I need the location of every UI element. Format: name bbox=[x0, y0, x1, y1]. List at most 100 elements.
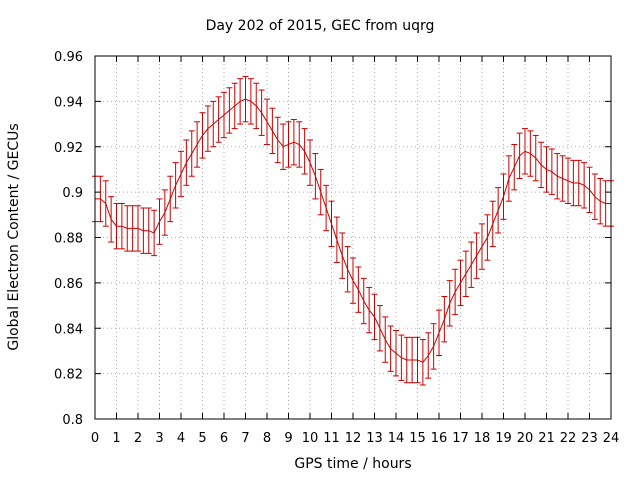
error-bar bbox=[516, 132, 523, 180]
error-bar bbox=[468, 241, 475, 288]
error-bar bbox=[161, 189, 168, 236]
y-tick-label: 0.84 bbox=[54, 322, 83, 337]
grid-lines bbox=[95, 56, 611, 419]
error-bar bbox=[419, 339, 426, 386]
error-bar bbox=[382, 316, 389, 363]
error-bar bbox=[194, 121, 201, 168]
x-tick-label: 10 bbox=[302, 431, 319, 446]
error-bar bbox=[183, 139, 190, 186]
error-bar bbox=[124, 205, 131, 252]
x-tick-label: 2 bbox=[134, 431, 142, 446]
x-tick-label: 1 bbox=[112, 431, 120, 446]
error-bar bbox=[548, 148, 555, 195]
error-bar bbox=[296, 121, 303, 168]
error-bar bbox=[210, 100, 217, 148]
error-bar bbox=[602, 180, 609, 227]
error-bar bbox=[145, 207, 152, 254]
error-bar bbox=[376, 305, 383, 352]
error-bar bbox=[172, 162, 179, 209]
error-bar bbox=[387, 325, 394, 372]
y-tick-label: 0.96 bbox=[54, 50, 83, 65]
error-bar bbox=[543, 146, 550, 193]
error-bar bbox=[398, 334, 405, 381]
error-bar bbox=[500, 173, 507, 220]
error-bar bbox=[258, 89, 265, 136]
x-tick-label: 21 bbox=[538, 431, 555, 446]
error-bar bbox=[328, 200, 335, 248]
error-bar bbox=[307, 139, 313, 186]
x-axis-label: GPS time / hours bbox=[294, 456, 412, 472]
error-bar bbox=[167, 175, 174, 223]
x-tick-label: 6 bbox=[220, 431, 228, 446]
error-bar bbox=[274, 116, 281, 164]
error-bar bbox=[178, 150, 184, 198]
axis-ticks: 0 1 2 3 4 5 6 7 8 9 10 11 12 13 14 15 16 17 18 19 20 21 22 23 24… bbox=[54, 50, 619, 446]
error-bar bbox=[264, 98, 270, 145]
error-bar bbox=[323, 184, 330, 232]
error-bar bbox=[269, 107, 276, 155]
error-bar bbox=[151, 209, 158, 257]
error-bar bbox=[452, 268, 459, 316]
x-tick-label: 11 bbox=[323, 431, 340, 446]
error-bar bbox=[360, 277, 367, 325]
x-tick-label: 5 bbox=[198, 431, 206, 446]
x-tick-label: 4 bbox=[177, 431, 185, 446]
error-bar bbox=[156, 198, 163, 245]
error-bar bbox=[199, 112, 206, 159]
error-bar bbox=[484, 214, 491, 261]
x-tick-label: 24 bbox=[603, 431, 620, 446]
error-bar bbox=[247, 78, 254, 125]
error-bar bbox=[317, 168, 324, 216]
error-bar bbox=[188, 130, 195, 177]
error-bar bbox=[393, 330, 399, 377]
error-bar bbox=[522, 128, 528, 175]
error-bar bbox=[135, 205, 141, 252]
error-bar bbox=[333, 216, 340, 263]
chart-title: Day 202 of 2015, GEC from uqrg bbox=[205, 18, 435, 34]
error-bar bbox=[489, 200, 496, 248]
error-bar bbox=[511, 143, 518, 191]
y-tick-label: 0.9 bbox=[62, 186, 83, 201]
x-tick-label: 17 bbox=[452, 431, 469, 446]
error-bar bbox=[366, 286, 373, 334]
error-bar bbox=[237, 78, 244, 125]
error-bar bbox=[495, 187, 502, 234]
error-bar bbox=[285, 121, 292, 168]
error-bar bbox=[280, 123, 287, 170]
error-bar bbox=[301, 128, 308, 175]
data-series bbox=[92, 75, 614, 386]
x-tick-label: 12 bbox=[345, 431, 362, 446]
y-tick-label: 0.8 bbox=[62, 413, 83, 428]
error-bar bbox=[140, 207, 147, 254]
x-tick-label: 0 bbox=[91, 431, 99, 446]
error-bar bbox=[591, 173, 598, 220]
error-bar bbox=[350, 257, 356, 304]
x-tick-label: 8 bbox=[263, 431, 271, 446]
error-bar bbox=[226, 87, 233, 134]
x-tick-label: 9 bbox=[284, 431, 292, 446]
error-bar bbox=[425, 332, 432, 379]
error-bar bbox=[118, 202, 125, 250]
x-tick-label: 22 bbox=[560, 431, 577, 446]
error-bar bbox=[554, 153, 561, 200]
error-bar bbox=[473, 232, 480, 279]
error-bar bbox=[446, 280, 453, 327]
x-tick-label: 20 bbox=[517, 431, 534, 446]
error-bar bbox=[532, 134, 539, 182]
error-bar bbox=[344, 246, 351, 293]
error-bar bbox=[457, 259, 464, 307]
x-tick-label: 19 bbox=[495, 431, 512, 446]
error-bar bbox=[312, 153, 319, 200]
y-tick-label: 0.92 bbox=[54, 141, 83, 156]
error-bar bbox=[97, 175, 104, 223]
series-line bbox=[95, 98, 611, 363]
error-bar bbox=[204, 105, 211, 152]
error-bar bbox=[371, 293, 378, 341]
error-bar bbox=[430, 323, 437, 370]
error-bar bbox=[565, 157, 571, 204]
error-bar bbox=[108, 196, 115, 243]
error-bar bbox=[441, 295, 448, 343]
error-bar bbox=[231, 82, 238, 130]
y-tick-label: 0.88 bbox=[54, 232, 83, 247]
